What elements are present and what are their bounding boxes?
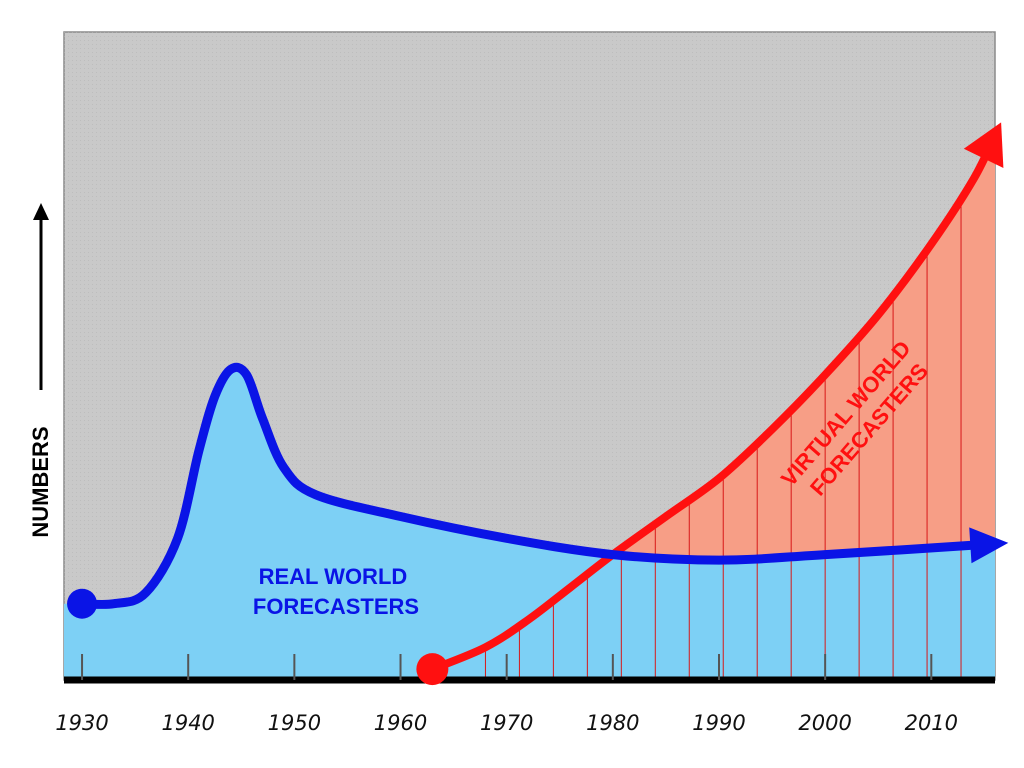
real-world-label-line-2: FORECASTERS bbox=[253, 594, 419, 619]
real-world-line bbox=[77, 362, 1000, 609]
x-tick-label: 1970 bbox=[480, 711, 533, 735]
y-axis-title-group: NUMBERS bbox=[28, 203, 53, 538]
grid-lines bbox=[484, 198, 962, 680]
x-tick-label: 2000 bbox=[798, 711, 851, 735]
x-axis-major-ticks bbox=[81, 654, 933, 680]
x-tick-label: 1940 bbox=[161, 711, 214, 735]
x-tick-label: 1990 bbox=[692, 711, 745, 735]
x-tick-label: 2010 bbox=[905, 711, 958, 735]
virtual-world-end-arrow bbox=[963, 122, 1004, 168]
real-world-end-arrow bbox=[969, 527, 1009, 564]
x-tick-label: 1950 bbox=[268, 711, 321, 735]
real-world-start-marker bbox=[67, 588, 98, 619]
real-world-label-line-1: REAL WORLD bbox=[259, 564, 408, 589]
virtual-world-start-marker bbox=[416, 653, 449, 686]
y-axis-title: NUMBERS bbox=[28, 426, 53, 537]
x-tick-label: 1930 bbox=[55, 711, 108, 735]
real-world-label: REAL WORLD FORECASTERS bbox=[253, 564, 419, 619]
y-axis-arrow-icon bbox=[33, 203, 49, 220]
x-axis-tick-labels: 1930 1940 1950 1960 1970 1980 1990 2000 2010 bbox=[55, 711, 958, 735]
virtual-world-area bbox=[432, 135, 995, 680]
x-tick-label: 1960 bbox=[374, 711, 427, 735]
virtual-world-line bbox=[428, 131, 999, 674]
real-world-area bbox=[64, 367, 995, 680]
x-tick-label: 1980 bbox=[586, 711, 639, 735]
